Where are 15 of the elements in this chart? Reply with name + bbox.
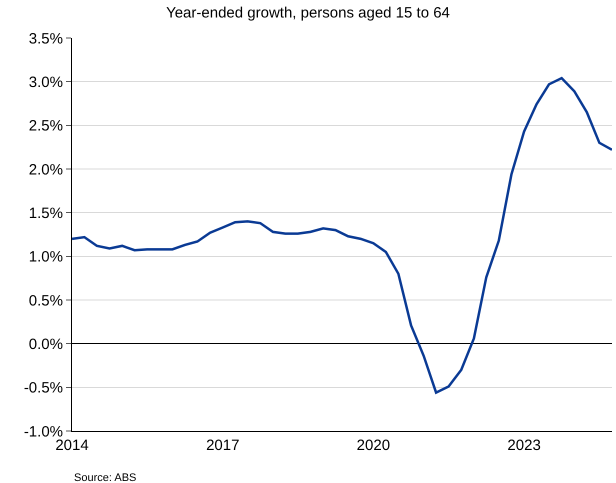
- x-tick-label: 2020: [356, 437, 390, 454]
- y-tick-label: 3.0%: [28, 74, 63, 91]
- chart-title: Year-ended growth, persons aged 15 to 64: [166, 4, 450, 22]
- y-tick-label: 0.0%: [28, 336, 63, 353]
- y-tick-label: 2.5%: [28, 118, 63, 135]
- x-tick-label: 2017: [206, 437, 240, 454]
- line-series: [72, 76, 612, 394]
- y-tick-label: 0.5%: [28, 292, 63, 310]
- y-tick-label: -0.5%: [24, 380, 63, 397]
- y-tick-label: 1.0%: [28, 248, 63, 266]
- y-tick-label: 1.5%: [28, 204, 63, 222]
- x-tick-label: 2023: [507, 437, 541, 454]
- source-note: Source: ABS: [74, 472, 136, 483]
- y-tick-label: 3.5%: [28, 30, 63, 48]
- y-tick-label: 2.0%: [28, 161, 63, 178]
